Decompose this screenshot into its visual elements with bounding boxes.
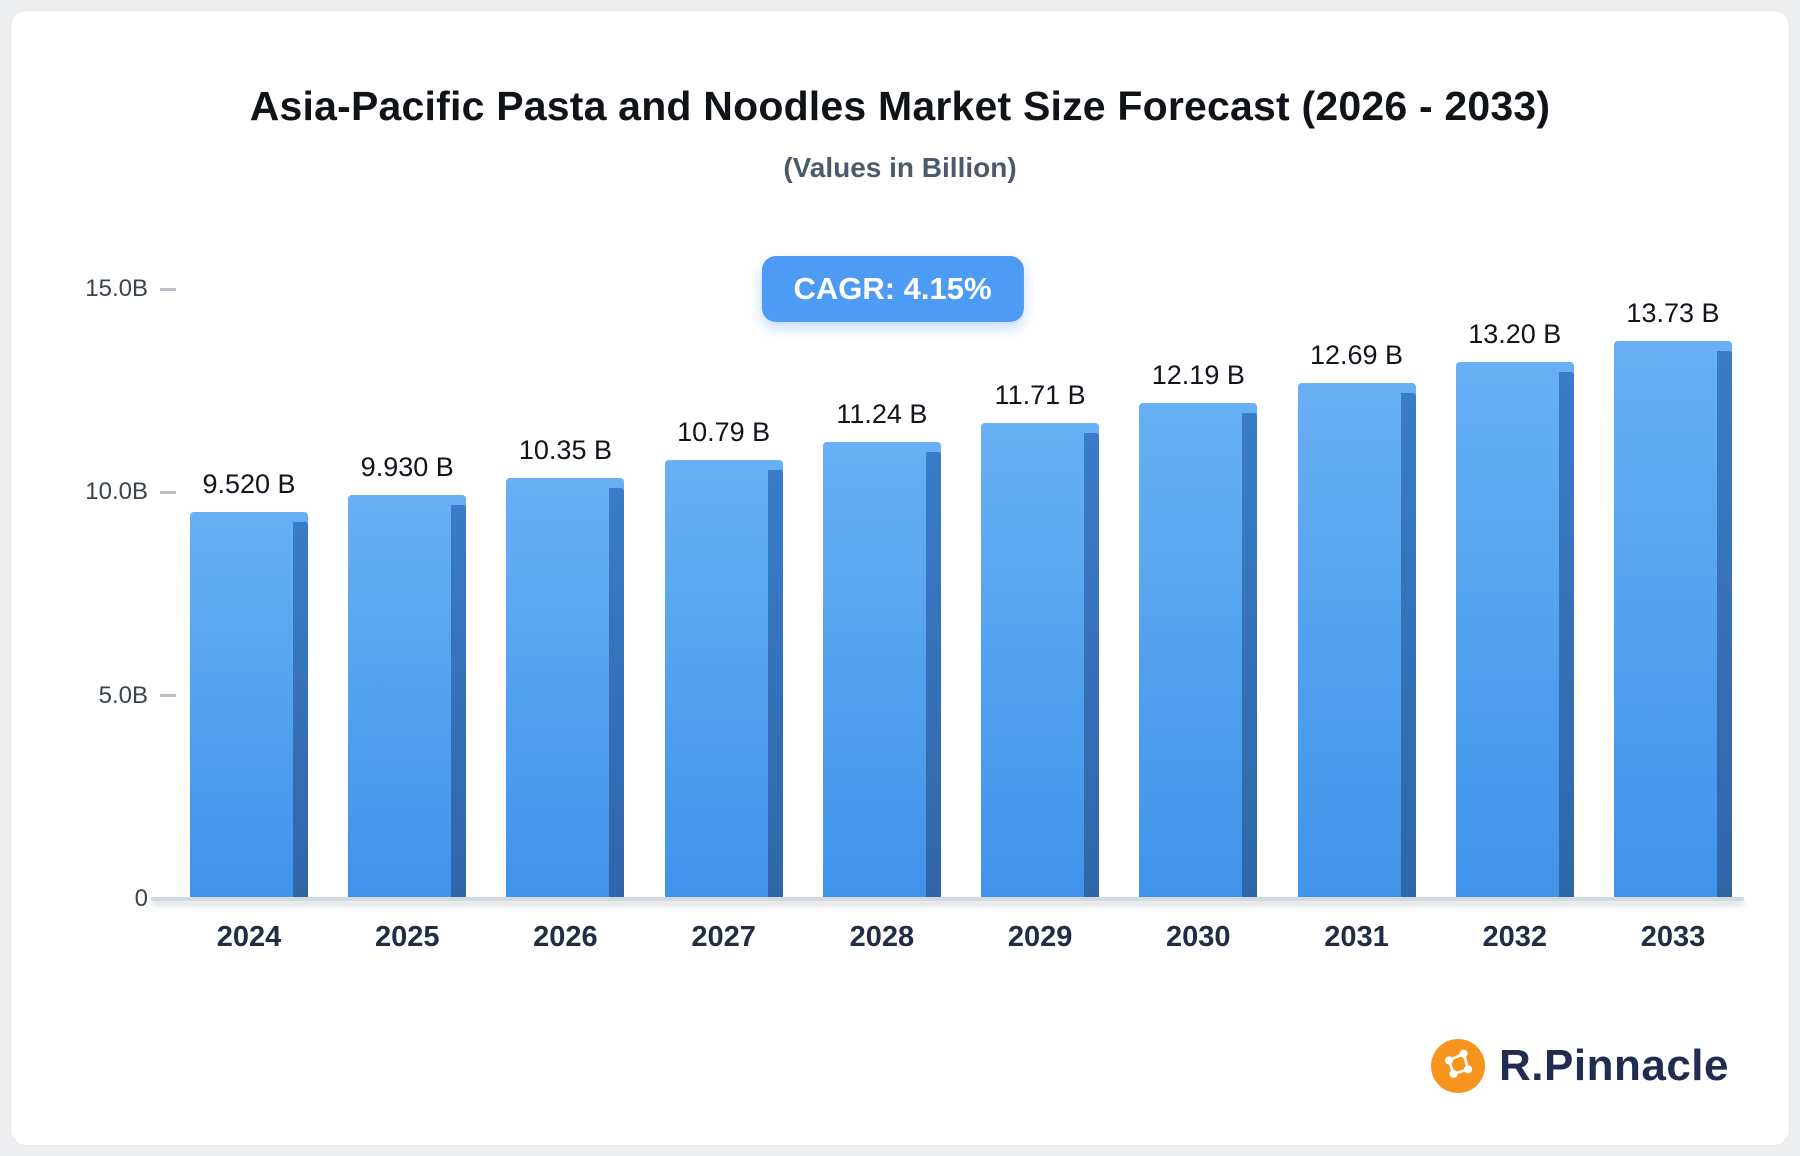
bar-side-shade (1400, 392, 1416, 899)
bar-column: 10.79 B (664, 289, 783, 899)
y-tick-mark (160, 490, 176, 494)
bar-column: 12.69 B (1297, 289, 1416, 899)
bar-column: 12.19 B (1139, 289, 1258, 899)
bar-column: 9.930 B (348, 289, 467, 899)
x-axis-label: 2026 (533, 921, 598, 953)
bar-value-label: 13.20 B (1468, 319, 1562, 350)
bar-column: 11.24 B (822, 289, 941, 899)
chart-subtitle: (Values in Billion) (783, 152, 1017, 183)
bar: 13.73 B (1613, 298, 1732, 899)
bar: 12.69 B (1297, 340, 1416, 899)
bar-side-shade (925, 451, 941, 899)
y-tick-mark (160, 287, 176, 291)
x-axis-label: 2024 (216, 921, 282, 953)
bar-side-shade (1242, 413, 1258, 899)
y-tick-label: 15.0B (85, 275, 148, 302)
x-axis-label: 2029 (1007, 921, 1073, 953)
chart-header: Asia-Pacific Pasta and Noodles Market Si… (11, 11, 1789, 184)
y-tick-mark (160, 694, 176, 698)
x-axis-label: 2031 (1324, 921, 1389, 953)
y-tick-label: 5.0B (98, 681, 148, 709)
chart-card: Asia-Pacific Pasta and Noodles Market Si… (10, 10, 1790, 1146)
bar-side-shade (451, 505, 467, 899)
bar-side-shade (293, 521, 308, 899)
bar-value-label: 10.79 B (677, 417, 771, 448)
x-axis-label: 2033 (1640, 921, 1706, 953)
bar-side-shade (1558, 372, 1574, 899)
y-axis: 15.0B 10.0B 5.0B 0 (41, 275, 176, 912)
plot-area: 9.520 B 9.930 B 10.35 B 10.79 B 11.24 B 11.71… (176, 289, 1744, 899)
bar-column: 11.71 B (981, 289, 1100, 899)
y-tick: 5.0B (99, 682, 176, 710)
y-tick-label: 0 (134, 885, 148, 912)
bar: 12.19 B (1139, 360, 1258, 899)
bar-value-label: 13.73 B (1626, 297, 1720, 328)
x-axis-label: 2032 (1482, 921, 1547, 953)
bar-value-label: 9.520 B (202, 468, 296, 499)
x-axis-label: 2030 (1166, 921, 1231, 953)
bar-column: 10.35 B (506, 289, 625, 899)
bar-column: 13.20 B (1455, 289, 1574, 899)
bar-side-shade (767, 470, 783, 899)
bar: 9.520 B (190, 469, 308, 899)
bar-value-label: 9.930 B (360, 452, 454, 483)
y-tick: 15.0B (85, 275, 176, 303)
bar-side-shade (609, 488, 625, 899)
x-axis-line (151, 897, 1744, 901)
bar: 9.930 B (348, 452, 467, 899)
bar-column: 9.520 B (190, 289, 308, 899)
bar-value-label: 12.19 B (1151, 360, 1245, 391)
x-axis: 2024 2025 2026 2027 2028 2029 2030 2031 2032 2033 (176, 921, 1744, 954)
bar: 13.20 B (1455, 319, 1574, 899)
bar-side-shade (1084, 432, 1100, 899)
bar-value-label: 12.69 B (1309, 339, 1404, 370)
y-tick-label: 10.0B (85, 478, 148, 506)
bar-side-shade (1716, 350, 1732, 899)
bar-value-label: 10.35 B (518, 435, 612, 466)
chart-title: Asia-Pacific Pasta and Noodles Market Si… (249, 83, 1551, 129)
bar-value-label: 11.71 B (994, 379, 1086, 410)
brand-network-icon (1431, 1039, 1486, 1093)
x-axis-label: 2028 (849, 921, 915, 953)
bar-column: 13.73 B (1613, 289, 1732, 899)
x-axis-label: 2025 (374, 921, 440, 953)
brand-name: R.Pinnacle (1499, 1041, 1729, 1090)
bar: 10.35 B (506, 435, 625, 899)
bar-value-label: 11.24 B (836, 398, 928, 429)
cagr-badge: CAGR: 4.15% (761, 256, 1024, 322)
bar-chart: CAGR: 4.15% 15.0B 10.0B 5.0B 0 9.520 B 9.930… (41, 256, 1744, 994)
brand-logo: R.Pinnacle (1431, 1039, 1729, 1093)
bar: 10.79 B (664, 417, 783, 899)
y-tick: 10.0B (85, 478, 176, 506)
bar: 11.71 B (981, 380, 1100, 899)
bar: 11.24 B (822, 399, 941, 899)
x-axis-label: 2027 (691, 921, 756, 953)
